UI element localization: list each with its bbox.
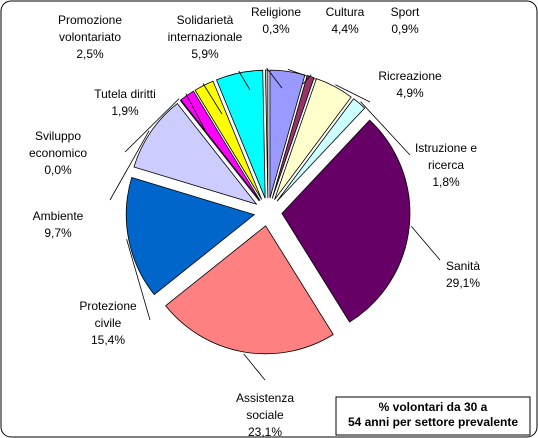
value-label: 5,9%: [191, 47, 219, 61]
leader-line: [185, 93, 206, 131]
value-label: 2,5%: [76, 47, 104, 61]
pie-slice: [281, 119, 411, 323]
slice-label: Sviluppo economico: [29, 129, 87, 160]
pie-slice: [133, 102, 258, 205]
pie-slice: [215, 69, 266, 199]
pie-slice: [179, 100, 260, 202]
leader-line: [266, 67, 283, 89]
leader-line: [202, 83, 223, 115]
leader-line: [109, 130, 150, 201]
slice-label: Protezione civile: [79, 299, 137, 330]
leader-line: [126, 239, 151, 321]
value-label: 1,8%: [432, 175, 460, 189]
slice-label: Sanità: [446, 259, 480, 273]
slice-label: Ambiente: [33, 209, 84, 223]
leader-line: [302, 74, 312, 85]
pie-slice: [165, 225, 334, 355]
slice-label: Ricreazione: [378, 69, 442, 83]
value-label: 4,9%: [396, 86, 424, 100]
slice-label: Solidarietà internazionale: [168, 13, 243, 44]
slice-label: Promozione volontariato: [58, 13, 122, 44]
slice-label: Religione: [251, 5, 301, 19]
pie-slice: [274, 78, 352, 200]
leader-line: [243, 353, 266, 381]
leader-line: [124, 98, 180, 153]
value-label: 0,0%: [44, 163, 72, 177]
pie-slice: [276, 98, 366, 202]
leader-line: [410, 225, 441, 261]
value-label: 23,1%: [248, 425, 282, 438]
value-label: 0,3%: [262, 22, 290, 36]
value-label: 1,9%: [111, 104, 139, 118]
slice-label: Istruzione e ricerca: [415, 141, 477, 172]
slice-label: Tutela diritti: [94, 87, 156, 101]
slice-label: Assistenza sociale: [236, 391, 294, 422]
value-label: 0,9%: [391, 22, 419, 36]
chart-title: % volontari da 30 a 54 anni per settore p…: [348, 400, 518, 429]
value-label: 9,7%: [44, 226, 72, 240]
leader-line: [360, 101, 411, 156]
value-label: 4,4%: [331, 22, 359, 36]
title-box: [335, 396, 531, 436]
pie-slice: [125, 177, 256, 296]
leader-line: [238, 70, 251, 91]
leader-line: [335, 84, 371, 103]
slice-label: Cultura: [326, 5, 365, 19]
slice-label: Sport: [391, 5, 420, 19]
pie-slice: [271, 75, 315, 199]
value-label: 29,1%: [446, 276, 480, 290]
value-label: 15,4%: [91, 333, 125, 347]
